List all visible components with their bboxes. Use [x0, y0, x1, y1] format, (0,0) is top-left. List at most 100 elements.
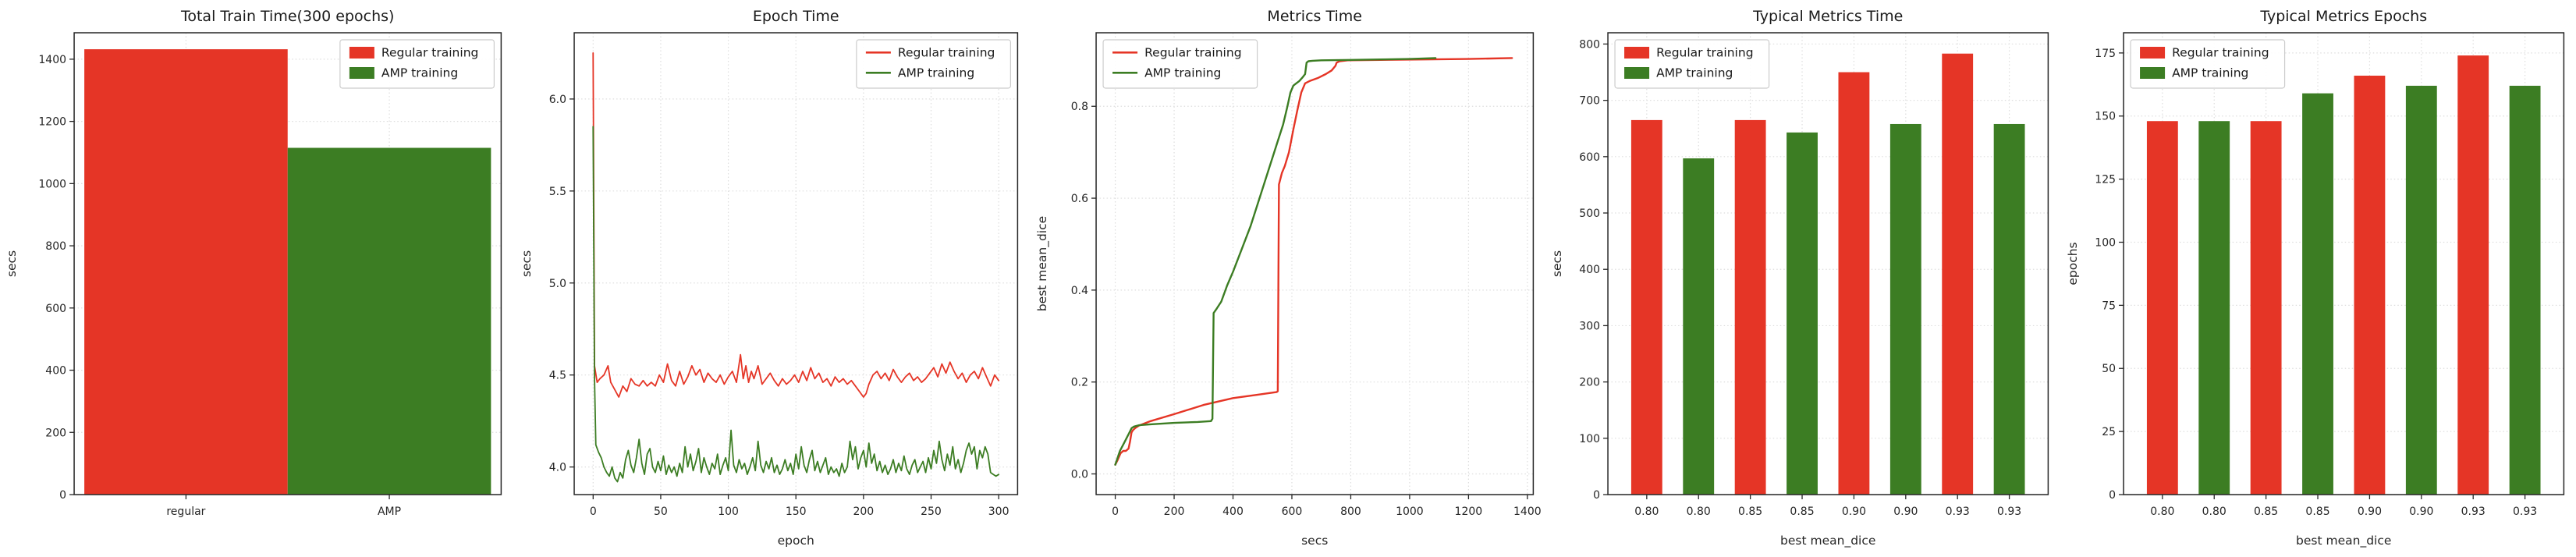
legend-swatch: [1624, 67, 1650, 79]
y-axis-label: secs: [5, 250, 19, 277]
x-tick-label: 0.85: [1738, 506, 1762, 518]
x-tick-label: regular: [166, 506, 205, 518]
panel-typical-metrics-epochs: 0.80 0.80 0.85 0.85 0.90 0.90 0.93 0.93 0 25 50 75 1…: [2061, 0, 2576, 557]
legend-swatch: [349, 47, 374, 59]
y-tick-label: 0: [59, 489, 66, 502]
legend-label: Regular training: [1656, 46, 1753, 60]
x-tick-label: 0.93: [1946, 506, 1970, 518]
y-tick-label: 0.4: [1071, 285, 1088, 297]
y-tick-label: 700: [1580, 95, 1601, 108]
x-axis-label: best mean_dice: [1780, 534, 1875, 548]
y-tick-label: 0.6: [1071, 193, 1088, 205]
bar: [2405, 85, 2437, 495]
x-tick-label: 0.80: [2202, 506, 2226, 518]
x-tick-label: 0.93: [2461, 506, 2485, 518]
x-tick-label: 200: [1163, 506, 1184, 518]
legend-box: [1614, 39, 1770, 89]
bar: [2354, 75, 2385, 495]
legend-label: AMP training: [2172, 66, 2248, 80]
chart-typical-metrics-time: 0.80 0.80 0.85 0.85 0.90 0.90 0.93 0.93 0 100 200 3…: [1550, 8, 2049, 548]
chart-title: Epoch Time: [753, 8, 839, 25]
legend-label: Regular training: [381, 46, 478, 60]
y-tick-label: 800: [1580, 38, 1601, 51]
x-tick-label: 250: [921, 506, 942, 518]
x-tick-label: 0: [590, 506, 597, 518]
plot-border: [1607, 32, 2049, 495]
y-tick-label: 1000: [38, 178, 66, 190]
chart-title: Typical Metrics Epochs: [2259, 8, 2427, 25]
bar: [2301, 93, 2333, 495]
legend-label: Regular training: [2172, 46, 2269, 60]
panel-typical-metrics-time: 0.80 0.80 0.85 0.85 0.90 0.90 0.93 0.93 0 100 200 3…: [1545, 0, 2060, 557]
y-tick-label: 300: [1580, 320, 1601, 332]
y-tick-label: 100: [2095, 237, 2116, 250]
y-tick-label: 500: [1580, 208, 1601, 220]
x-tick-label: 0.90: [1842, 506, 1866, 518]
panel-metrics-time: 0 200 400 600 800 1000 1200 1400 0.0 0.2 0.4 0.6 0.8…: [1031, 0, 1545, 557]
x-tick-label: 600: [1281, 506, 1302, 518]
x-tick-label: 150: [786, 506, 807, 518]
panel-epoch-time: 0 50 100 150 200 250 300 4.0 4.5 5.0 5.5 6.0 Epoch T…: [515, 0, 1030, 557]
bar: [2509, 85, 2541, 495]
y-axis-label: secs: [1550, 250, 1564, 277]
x-tick-label: 50: [654, 506, 668, 518]
bar: [1683, 158, 1715, 495]
bar: [2250, 121, 2282, 495]
plot-border: [573, 32, 1019, 495]
x-tick-label: 100: [719, 506, 740, 518]
y-tick-label: 0.2: [1071, 377, 1088, 389]
panel-total-train-time: regular AMP 0 200 400 600 800 1000 1200 1400 Total…: [0, 0, 515, 557]
x-tick-label: 200: [853, 506, 875, 518]
x-tick-label: 0.90: [2409, 506, 2433, 518]
y-tick-label: 150: [2095, 111, 2116, 123]
legend-label: AMP training: [381, 66, 458, 80]
y-tick-label: 0.8: [1071, 101, 1088, 113]
legend-label: AMP training: [1144, 66, 1221, 80]
bar: [1631, 119, 1662, 495]
chart-epoch-time: 0 50 100 150 200 250 300 4.0 4.5 5.0 5.5 6.0 Epoch T…: [520, 8, 1019, 548]
y-tick-label: 800: [45, 240, 66, 253]
y-tick-label: 6.0: [549, 94, 566, 106]
y-tick-label: 50: [2102, 363, 2116, 375]
y-tick-label: 4.0: [549, 462, 566, 474]
x-tick-label: 400: [1222, 506, 1244, 518]
chart-typical-metrics-epochs: 0.80 0.80 0.85 0.85 0.90 0.90 0.93 0.93 0 25 50 75 1…: [2066, 8, 2564, 548]
legend-swatch: [349, 67, 374, 79]
y-tick-label: 0.0: [1071, 468, 1088, 481]
y-tick-label: 1400: [38, 54, 66, 66]
y-tick-label: 600: [1580, 151, 1601, 164]
x-tick-label: 1200: [1454, 506, 1482, 518]
x-tick-label: 0.93: [2513, 506, 2537, 518]
y-tick-label: 0: [2109, 489, 2116, 502]
y-axis-label: secs: [520, 250, 534, 277]
legend-swatch: [866, 72, 892, 74]
x-tick-label: 0.80: [2150, 506, 2174, 518]
plot-border: [1095, 32, 1534, 495]
legend-label: AMP training: [898, 66, 974, 80]
chart-title: Typical Metrics Time: [1752, 8, 1903, 25]
legend-swatch: [1624, 47, 1650, 59]
y-tick-label: 75: [2102, 300, 2116, 312]
y-axis-label: best mean_dice: [1035, 216, 1050, 311]
y-tick-label: 1200: [38, 116, 66, 129]
x-tick-label: 300: [988, 506, 1009, 518]
x-tick-label: 800: [1340, 506, 1361, 518]
x-tick-label: 0.85: [1790, 506, 1815, 518]
series-line: [1114, 57, 1513, 466]
x-tick-label: 0: [1112, 506, 1119, 518]
x-tick-label: 0.85: [2254, 506, 2278, 518]
bar: [1787, 132, 1818, 495]
chart-metrics-time: 0 200 400 600 800 1000 1200 1400 0.0 0.2 0.4 0.6 0.8…: [1035, 8, 1542, 548]
bar: [2457, 55, 2489, 495]
x-tick-label: AMP: [378, 506, 401, 518]
bar: [287, 147, 491, 495]
legend-swatch: [866, 51, 892, 54]
y-tick-label: 175: [2095, 48, 2116, 60]
chart-total-train-time: regular AMP 0 200 400 600 800 1000 1200 1400 Total…: [5, 8, 502, 518]
x-axis-label: best mean_dice: [2296, 534, 2391, 548]
series-line: [1114, 57, 1437, 466]
legend-swatch: [1112, 72, 1137, 74]
bar: [1942, 53, 1974, 495]
plot-border: [2122, 32, 2564, 495]
